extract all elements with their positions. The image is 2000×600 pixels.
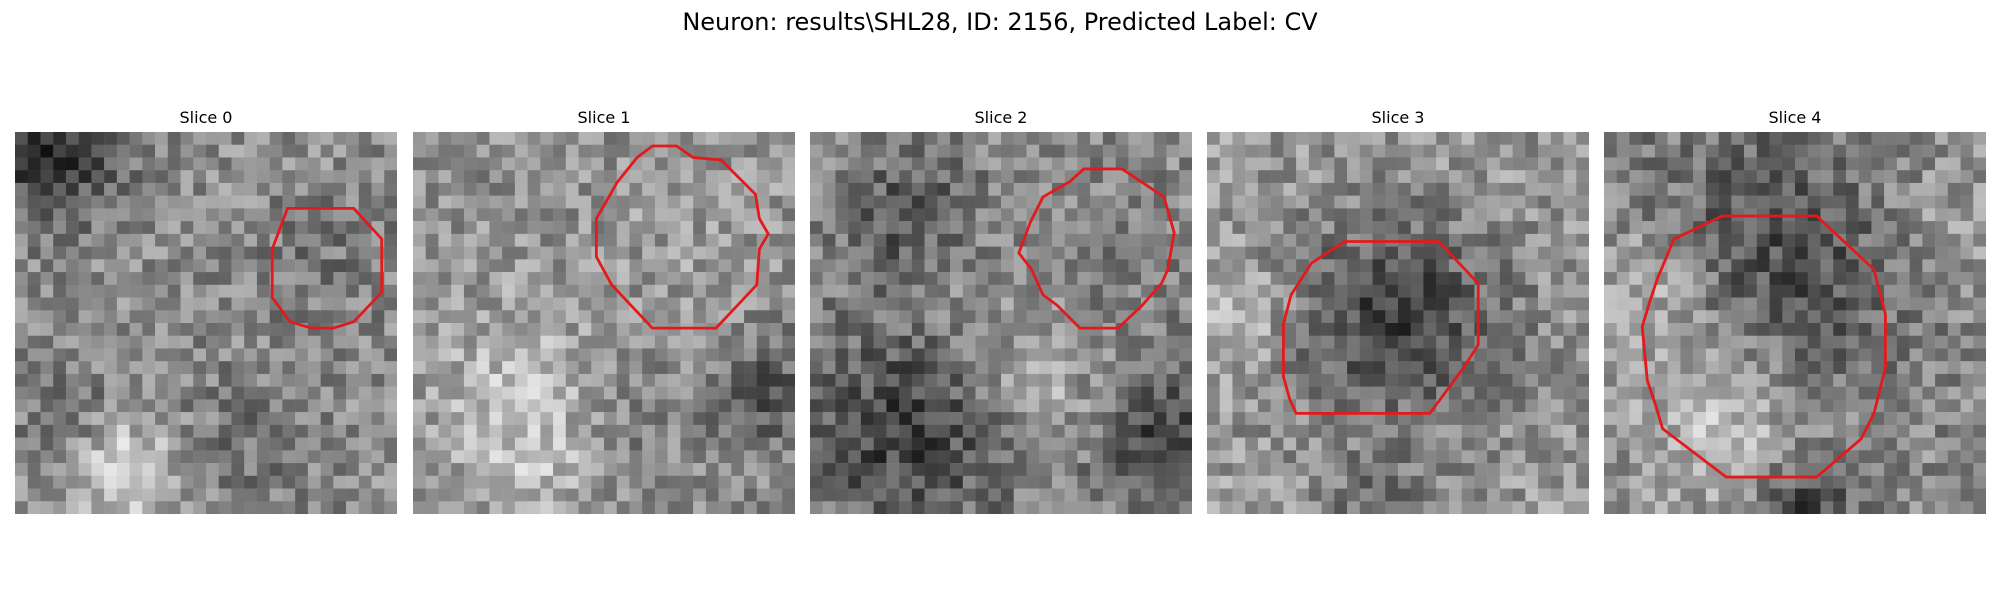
slice-title: Slice 2 bbox=[810, 108, 1192, 130]
figure-title: Neuron: results\SHL28, ID: 2156, Predict… bbox=[0, 6, 2000, 38]
slice-image-2 bbox=[810, 132, 1192, 514]
slice-panel-2: Slice 2 bbox=[810, 108, 1192, 514]
pixel-grid bbox=[810, 132, 1192, 514]
pixel-grid bbox=[413, 132, 795, 514]
slice-title: Slice 3 bbox=[1207, 108, 1589, 130]
slice-title: Slice 1 bbox=[413, 108, 795, 130]
slice-title: Slice 4 bbox=[1604, 108, 1986, 130]
slice-panel-4: Slice 4 bbox=[1604, 108, 1986, 514]
pixel-grid bbox=[1207, 132, 1589, 514]
slice-image-0 bbox=[15, 132, 397, 514]
slice-image-4 bbox=[1604, 132, 1986, 514]
slice-panel-1: Slice 1 bbox=[413, 108, 795, 514]
pixel-grid bbox=[15, 132, 397, 514]
slice-image-1 bbox=[413, 132, 795, 514]
slice-panel-0: Slice 0 bbox=[15, 108, 397, 514]
slice-title: Slice 0 bbox=[15, 108, 397, 130]
slice-panel-3: Slice 3 bbox=[1207, 108, 1589, 514]
slice-image-3 bbox=[1207, 132, 1589, 514]
pixel-grid bbox=[1604, 132, 1986, 514]
